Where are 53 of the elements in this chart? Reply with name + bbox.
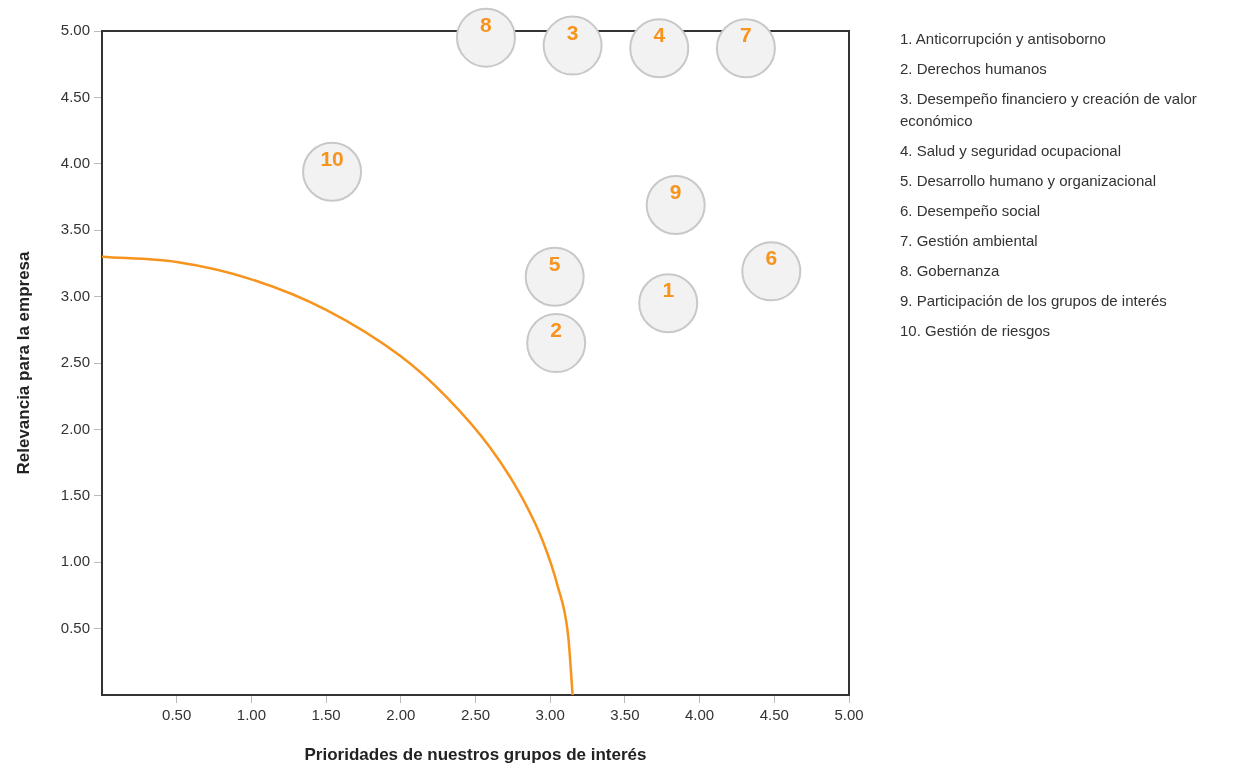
y-tick-label: 0.50 — [60, 618, 90, 636]
x-axis-title: Prioridades de nuestros grupos de interés — [304, 745, 647, 765]
y-tick-label: 1.00 — [60, 552, 90, 570]
x-tick-label: 1.00 — [236, 706, 266, 724]
y-tick-label: 2.50 — [60, 353, 90, 371]
annotation: 8 — [480, 12, 493, 36]
text: 10. Gestión de riesgos — [900, 321, 1052, 341]
y-tick-label: 4.00 — [60, 153, 90, 171]
point — [638, 273, 699, 334]
y-axis-title: Relevancia para la empresa — [13, 250, 33, 475]
x-tick-label: 2.50 — [460, 706, 491, 724]
point — [302, 141, 363, 202]
point — [715, 18, 776, 79]
annotation: 9 — [669, 179, 682, 203]
point — [526, 313, 587, 374]
text: 6. Desempeño social — [900, 201, 1042, 221]
point — [524, 246, 585, 307]
text: 1. Anticorrupción y antisoborno — [900, 29, 1107, 49]
x-tick-label: 3.50 — [610, 706, 640, 724]
point — [645, 174, 706, 235]
point — [542, 15, 603, 76]
x-tick-label: 4.50 — [759, 706, 789, 724]
annotation: 6 — [765, 246, 778, 270]
text: 2. Derechos humanos — [900, 59, 1048, 79]
annotation: 10 — [320, 146, 344, 170]
annotation: 4 — [653, 23, 666, 47]
line-series — [100, 255, 574, 697]
x-tick-label: 5.00 — [834, 706, 864, 724]
text: 4. Salud y seguridad ocupacional — [900, 141, 1122, 161]
x-tick-label: 1.50 — [311, 706, 341, 724]
annotation: 7 — [740, 23, 752, 47]
x-tick-label: 2.00 — [386, 706, 416, 724]
text: 8. Gobernanza — [900, 261, 1001, 281]
text: 3. Desempeño financiero y creación de valor económico — [900, 89, 1198, 131]
y-tick-label: 1.50 — [60, 485, 90, 503]
point — [741, 241, 802, 302]
y-tick-label: 3.00 — [60, 286, 90, 304]
annotation: 2 — [550, 318, 563, 342]
text: 9. Participación de los grupos de interés — [900, 291, 1168, 311]
x-tick-label: 0.50 — [162, 706, 192, 724]
y-tick-label: 2.00 — [60, 419, 90, 437]
text: 7. Gestión ambiental — [900, 231, 1039, 251]
text: 5. Desarrollo humano y organizacional — [900, 171, 1157, 191]
x-tick-label: 4.00 — [685, 706, 715, 724]
x-tick-label: 3.00 — [535, 706, 565, 724]
annotation: 1 — [662, 278, 675, 302]
point — [455, 7, 516, 68]
annotation: 5 — [548, 251, 561, 275]
point — [629, 18, 690, 79]
y-tick-label: 4.50 — [60, 87, 90, 105]
y-tick-label: 5.00 — [60, 21, 90, 39]
y-tick-label: 3.50 — [60, 220, 90, 238]
annotation: 3 — [566, 20, 579, 44]
